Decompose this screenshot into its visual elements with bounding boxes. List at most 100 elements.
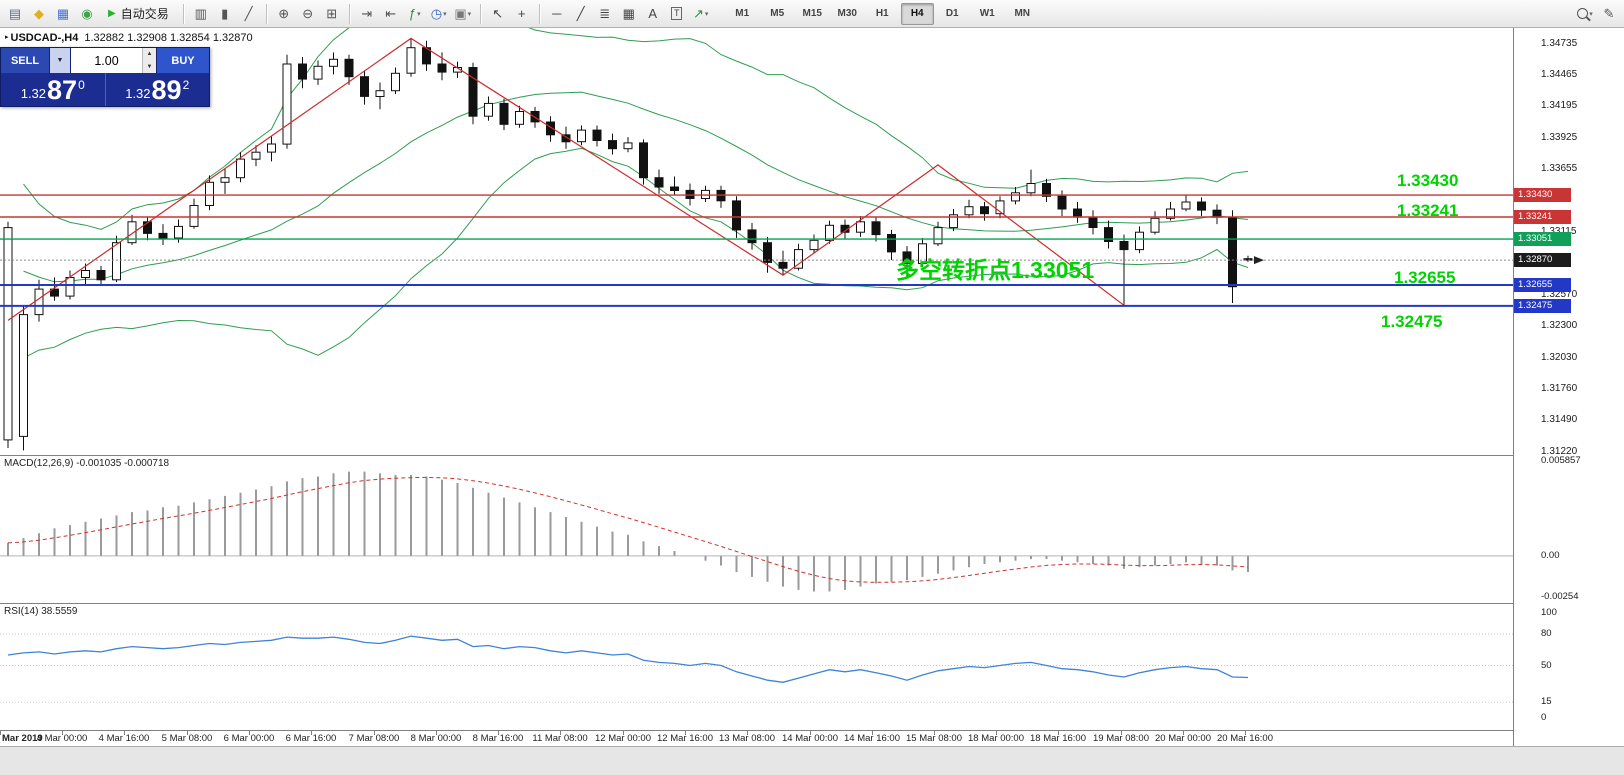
chart-shift-icon-glyph: ⇤ — [385, 5, 397, 21]
volume-input[interactable]: 1.00 ▲ ▼ — [71, 48, 157, 73]
arrows-tool-icon[interactable]: ↗ ▾ — [690, 3, 712, 25]
auto-scroll-icon-glyph: ⇥ — [361, 5, 373, 21]
time-tick — [810, 731, 811, 735]
price-tick: 1.31490 — [1541, 414, 1578, 425]
time-label: 18 Mar 16:00 — [1030, 733, 1086, 744]
main-chart-canvas[interactable] — [0, 28, 1513, 455]
market-watch-icon[interactable]: ▦ — [52, 3, 74, 25]
time-label: Mar 2019 — [2, 733, 43, 744]
new-chart-icon[interactable]: ▤ — [4, 3, 26, 25]
candlestick-mode-icon-glyph: ▮ — [221, 5, 229, 21]
sell-price-sup: 0 — [78, 78, 85, 92]
line-chart-mode-icon[interactable]: ╱ — [238, 3, 260, 25]
time-tick — [996, 731, 997, 735]
zoom-in-icon[interactable]: ⊕ — [273, 3, 295, 25]
sell-button[interactable]: SELL — [1, 48, 49, 73]
time-label: 11 Mar 08:00 — [532, 733, 588, 744]
time-tick — [436, 731, 437, 735]
new-order-icon[interactable]: ◆ — [28, 3, 50, 25]
time-label: 8 Mar 00:00 — [410, 733, 462, 744]
time-label: 14 Mar 00:00 — [782, 733, 838, 744]
auto-scroll-icon[interactable]: ⇥ — [356, 3, 378, 25]
one-click-trading-panel: SELL ▼ 1.00 ▲ ▼ BUY 1.32 87 0 1.32 89 2 — [0, 47, 210, 107]
price-tick: 1.33115 — [1541, 226, 1576, 237]
price-tick: 1.34465 — [1541, 69, 1578, 80]
trendline-tool-icon[interactable]: ╱ — [570, 3, 592, 25]
volume-down-icon[interactable]: ▼ — [143, 60, 156, 73]
timeframe-w1[interactable]: W1 — [979, 8, 995, 19]
rsi-axis-label: 0 — [1541, 712, 1547, 723]
chart-symbol-label: USDCAD-,H4 — [10, 32, 79, 44]
time-tick — [374, 731, 375, 735]
time-axis[interactable]: Mar 2019 4 Mar 00:00 4 Mar 16:00 5 Mar 08:0… — [0, 730, 1513, 747]
grid-tool-icon-glyph: ▦ — [622, 5, 635, 21]
buy-price[interactable]: 1.32 89 2 — [106, 73, 210, 106]
price-axis[interactable]: 1.34735 1.34465 1.34195 1.33925 1.33655 1.331… — [1513, 28, 1624, 746]
macd-canvas[interactable] — [0, 455, 1513, 603]
chart-ohlc-header: ▸ USDCAD-,H4 1.32882 1.32908 1.32854 1.328… — [5, 32, 253, 44]
timeframe-mn[interactable]: MN — [1014, 8, 1030, 19]
tile-windows-icon[interactable]: ⊞ — [321, 3, 343, 25]
volume-up-icon[interactable]: ▲ — [143, 48, 156, 61]
sell-price[interactable]: 1.32 87 0 — [1, 73, 106, 106]
time-tick — [1058, 731, 1059, 735]
time-label: 8 Mar 16:00 — [472, 733, 524, 744]
periods-icon[interactable]: ◷ ▾ — [428, 3, 450, 25]
tile-windows-icon-glyph: ⊞ — [326, 5, 338, 21]
time-tick — [187, 731, 188, 735]
indicators-icon[interactable]: ƒ ▾ — [404, 3, 426, 25]
timeframe-m30[interactable]: M30 — [837, 8, 857, 19]
text-tool-icon[interactable]: A — [642, 3, 664, 25]
fibonacci-tool-icon[interactable]: ≣ — [594, 3, 616, 25]
edit-icon-glyph: ✎ — [1603, 5, 1615, 21]
rsi-axis-label: 15 — [1541, 696, 1552, 707]
time-tick — [62, 731, 63, 735]
play-icon: ▶ — [108, 8, 116, 19]
label-tool-icon[interactable]: T — [666, 3, 688, 25]
hline-tool-icon[interactable]: ─ — [546, 3, 568, 25]
arrows-tool-icon-glyph: ↗ — [693, 5, 704, 21]
toolbar-separator — [348, 3, 350, 24]
buy-price-sup: 2 — [182, 78, 190, 92]
buy-price-big: 89 — [151, 75, 182, 105]
timeframe-h4[interactable]: H4 — [900, 2, 934, 25]
timeframe-m5[interactable]: M5 — [770, 8, 785, 19]
price-tag: 1.33051 — [1514, 232, 1571, 246]
price-tick: 1.31220 — [1541, 446, 1578, 457]
timeframe-m15[interactable]: M15 — [802, 8, 822, 19]
rsi-canvas[interactable] — [0, 603, 1513, 730]
volume-dropdown[interactable]: ▼ — [49, 48, 71, 73]
candlestick-mode-icon[interactable]: ▮ — [214, 3, 236, 25]
caret-down-icon: ▾ — [1589, 10, 1593, 18]
time-label: 12 Mar 00:00 — [595, 733, 651, 744]
auto-trading-button[interactable]: ▶ 自动交易 — [99, 2, 178, 26]
buy-button[interactable]: BUY — [157, 48, 209, 73]
toolbar-separator — [182, 3, 184, 24]
time-tick — [685, 731, 686, 735]
fibonacci-tool-icon-glyph: ≣ — [599, 5, 611, 21]
edit-icon[interactable]: ✎ — [1598, 3, 1620, 25]
timeframe-m1[interactable]: M1 — [735, 8, 750, 19]
search-icon[interactable]: ▾ — [1574, 3, 1596, 25]
time-label: 12 Mar 16:00 — [657, 733, 713, 744]
templates-icon-glyph: ▣ — [454, 5, 467, 21]
templates-icon[interactable]: ▣ ▾ — [452, 3, 474, 25]
indicators-icon-glyph: ƒ — [408, 6, 417, 21]
timeframe-h1[interactable]: H1 — [875, 8, 889, 19]
time-tick — [0, 731, 1, 735]
crosshair-icon[interactable]: + — [511, 3, 533, 25]
chart-shift-icon[interactable]: ⇤ — [380, 3, 402, 25]
bar-chart-mode-icon[interactable]: ▥ — [190, 3, 212, 25]
bar-chart-mode-icon-glyph: ▥ — [194, 5, 207, 21]
time-label: 19 Mar 08:00 — [1093, 733, 1149, 744]
sell-price-big: 87 — [47, 75, 78, 105]
grid-tool-icon[interactable]: ▦ — [618, 3, 640, 25]
cursor-icon[interactable]: ↖ — [487, 3, 509, 25]
macd-axis-label: 0.00 — [1541, 550, 1560, 561]
time-label: 18 Mar 00:00 — [968, 733, 1024, 744]
timeframe-d1[interactable]: D1 — [945, 8, 959, 19]
chart-ohlc-values: 1.32882 1.32908 1.32854 1.32870 — [84, 32, 253, 44]
zoom-out-icon[interactable]: ⊖ — [297, 3, 319, 25]
navigator-icon[interactable]: ◉ — [76, 3, 98, 25]
